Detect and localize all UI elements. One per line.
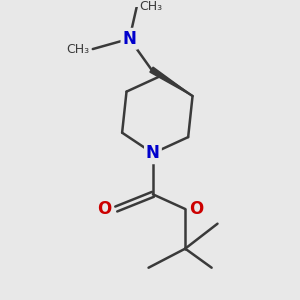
Text: N: N — [122, 30, 136, 48]
Text: CH₃: CH₃ — [140, 0, 163, 13]
Text: O: O — [190, 200, 204, 218]
Text: N: N — [146, 144, 160, 162]
Polygon shape — [150, 67, 193, 96]
Text: CH₃: CH₃ — [67, 43, 90, 56]
Text: O: O — [98, 200, 112, 218]
